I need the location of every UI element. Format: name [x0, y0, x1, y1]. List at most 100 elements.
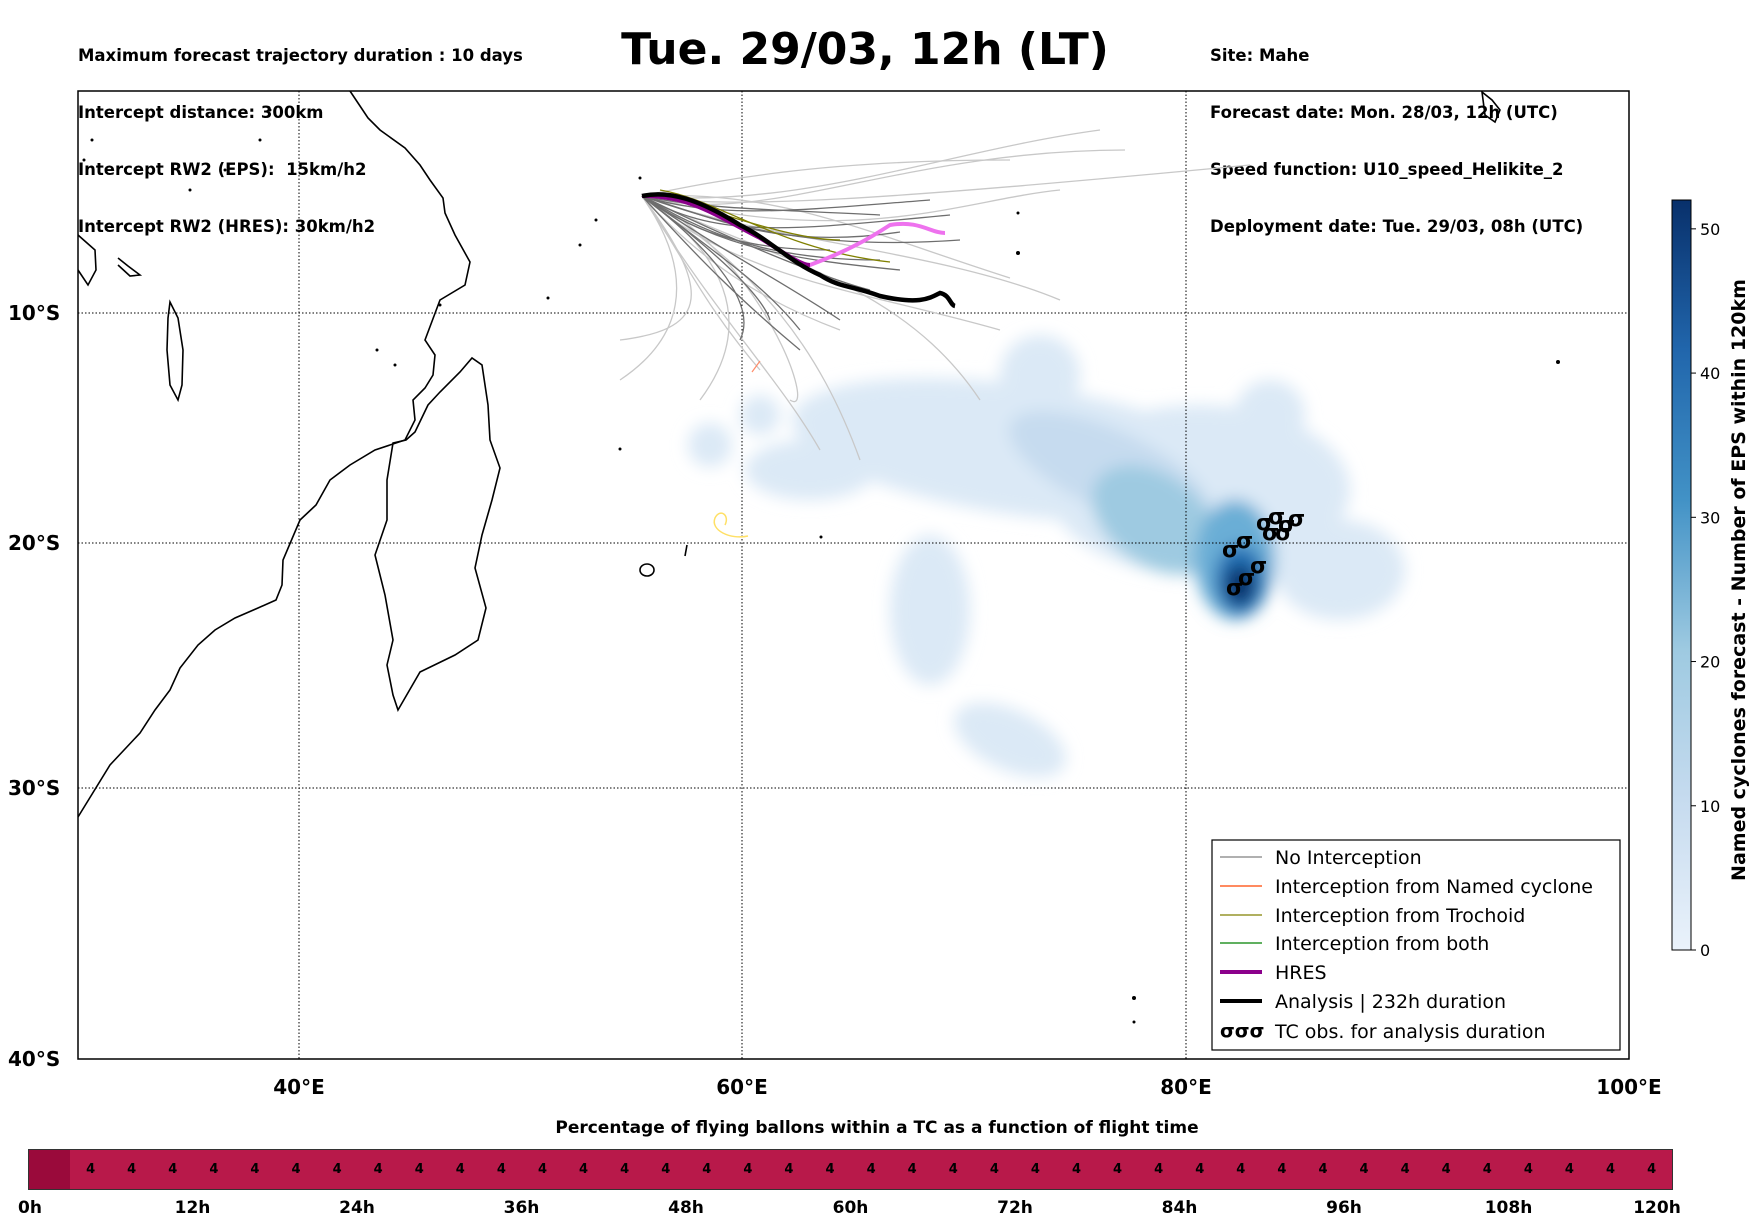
svg-text:σ: σ [1288, 507, 1305, 532]
map-legend: No Interception Interception from Named … [1211, 839, 1621, 1051]
flight-time-hour-label: 36h [503, 1198, 540, 1218]
flight-time-bar: 4 4 4 4 4 4 4 4 4 4 4 4 4 4 4 4 4 4 4 4 4 4 4 4 4 4 4 4 4 4 4 4 4 4 4 4 4 4 4 [28, 1149, 1673, 1190]
header-right-line-4: Deployment date: Tue. 29/03, 08h (UTC) [1210, 217, 1584, 236]
legend-hres: HRES [1275, 962, 1327, 984]
analysis-trajectory [641, 192, 956, 309]
lat-label-40s: 40°S [8, 1047, 60, 1071]
flight-time-cell: 4 [661, 1162, 671, 1177]
lon-label-40e: 40°E [273, 1075, 325, 1099]
colorbar-tick-label: 0 [1700, 941, 1710, 960]
colorbar-label: Named cyclones forecast - Number of EPS … [1728, 279, 1750, 881]
flight-time-cell: 4 [784, 1162, 794, 1177]
flight-time-cell: 4 [1277, 1162, 1287, 1177]
map-frame [77, 90, 1630, 1060]
header-info-left: Maximum forecast trajectory duration : 1… [78, 8, 523, 255]
flight-time-cell: 4 [825, 1162, 835, 1177]
flight-time-cell: 4 [455, 1162, 465, 1177]
legend-both: Interception from both [1275, 933, 1489, 955]
header-left-line-1: Maximum forecast trajectory duration : 1… [78, 46, 523, 65]
flight-time-hour-label: 12h [174, 1198, 211, 1218]
header-right-line-2: Forecast date: Mon. 28/03, 12h (UTC) [1210, 103, 1558, 122]
svg-text:σ: σ [1250, 554, 1267, 579]
flight-time-cell: 4 [86, 1162, 96, 1177]
flight-time-hour-label: 96h [1326, 1198, 1362, 1218]
header-left-line-3: Intercept RW2 (EPS): 15km/h2 [78, 160, 367, 179]
flight-time-cell: 4 [1647, 1162, 1657, 1177]
svg-text:σ: σ [1262, 521, 1279, 546]
svg-text:σ: σ [1275, 521, 1292, 546]
legend-no-interception: No Interception [1275, 847, 1422, 869]
flight-time-cell: 4 [1236, 1162, 1246, 1177]
colorbar-tick-label: 10 [1700, 797, 1720, 816]
header-left-line-2: Intercept distance: 300km [78, 103, 324, 122]
small-islands [82, 108, 1560, 1024]
lon-label-80e: 80°E [1160, 1075, 1212, 1099]
svg-text:σ: σ [1278, 513, 1295, 538]
flight-time-cell: 4 [1441, 1162, 1451, 1177]
flight-time-cell: 4 [1113, 1162, 1123, 1177]
flight-time-cell: 4 [620, 1162, 630, 1177]
coastlines [78, 91, 1501, 818]
flight-time-cell: 4 [1195, 1162, 1205, 1177]
flight-time-cell: 4 [209, 1162, 219, 1177]
flight-time-hour-label: 60h [832, 1198, 869, 1218]
colorbar-tick-label: 50 [1700, 220, 1720, 239]
header-left-line-4: Intercept RW2 (HRES): 30km/h2 [78, 217, 376, 236]
flight-time-cell: 4 [332, 1162, 342, 1177]
flight-time-cell [29, 1150, 71, 1189]
legend-named-cyclone: Interception from Named cyclone [1275, 876, 1593, 898]
colorbar-tick-label: 30 [1700, 508, 1720, 527]
legend-analysis: Analysis | 232h duration [1275, 991, 1506, 1013]
lon-label-100e: 100°E [1596, 1075, 1661, 1099]
lat-label-30s: 30°S [8, 776, 60, 800]
lat-label-10s: 10°S [8, 301, 60, 325]
density-colorbar: 0 10 20 30 40 50 Named cyclones forecast - Nu… [1671, 199, 1750, 960]
svg-text:σ: σ [1222, 538, 1239, 563]
flight-time-cell: 4 [373, 1162, 383, 1177]
svg-text:σ: σ [1226, 576, 1243, 601]
svg-text:σ: σ [1236, 529, 1253, 554]
header-info-right: Site: Mahe Forecast date: Mon. 28/03, 12… [1210, 8, 1583, 255]
lat-label-20s: 20°S [8, 531, 60, 555]
flight-time-cell: 4 [579, 1162, 589, 1177]
flight-time-cell: 4 [1564, 1162, 1574, 1177]
flight-time-cell: 4 [989, 1162, 999, 1177]
flight-time-cell: 4 [702, 1162, 712, 1177]
flight-time-cell: 4 [1071, 1162, 1082, 1177]
flight-time-cell: 4 [496, 1162, 506, 1177]
graticule [78, 91, 1629, 1059]
flight-time-hour-label: 24h [339, 1198, 375, 1218]
eps-trajectories-no-interception [619, 129, 1251, 461]
legend-tc-obs: TC obs. for analysis duration [1274, 1021, 1546, 1043]
flight-time-cell: 4 [1318, 1162, 1328, 1177]
flight-time-cell: 4 [866, 1162, 876, 1177]
yellow-trajectory [713, 512, 749, 538]
map-title: Tue. 29/03, 12h (LT) [621, 24, 1109, 75]
flight-time-hour-label: 108h [1484, 1198, 1533, 1218]
flight-time-hour-label: 84h [1161, 1198, 1198, 1218]
legend-tc-symbol: σσσ [1220, 1020, 1264, 1042]
flight-time-cell: 4 [1030, 1162, 1040, 1177]
flight-time-cell: 4 [250, 1162, 260, 1177]
flight-time-cell: 4 [1482, 1162, 1492, 1177]
flight-time-cell: 4 [1154, 1162, 1164, 1177]
flight-time-cell: 4 [1605, 1162, 1616, 1177]
flight-time-cell: 4 [743, 1162, 753, 1177]
flight-time-cell: 4 [168, 1162, 178, 1177]
colorbar-tick-label: 20 [1700, 653, 1720, 672]
flight-time-hour-label: 72h [997, 1198, 1033, 1218]
flight-time-cell: 4 [127, 1162, 137, 1177]
svg-text:σ: σ [1268, 505, 1285, 530]
flight-time-hour-label: 0h [18, 1198, 42, 1218]
flight-time-title: Percentage of flying ballons within a TC… [555, 1118, 1199, 1138]
colorbar-tick-label: 40 [1700, 364, 1720, 383]
svg-text:σ: σ [1256, 511, 1273, 536]
lon-label-60e: 60°E [716, 1075, 768, 1099]
named-cyclone-trajectory [751, 360, 761, 373]
flight-time-hour-label: 120h [1633, 1198, 1681, 1218]
flight-time-cell: 4 [1359, 1162, 1369, 1177]
flight-time-cell: 4 [1400, 1162, 1410, 1177]
flight-time-cell: 4 [907, 1162, 917, 1177]
flight-time-cell: 4 [948, 1162, 958, 1177]
